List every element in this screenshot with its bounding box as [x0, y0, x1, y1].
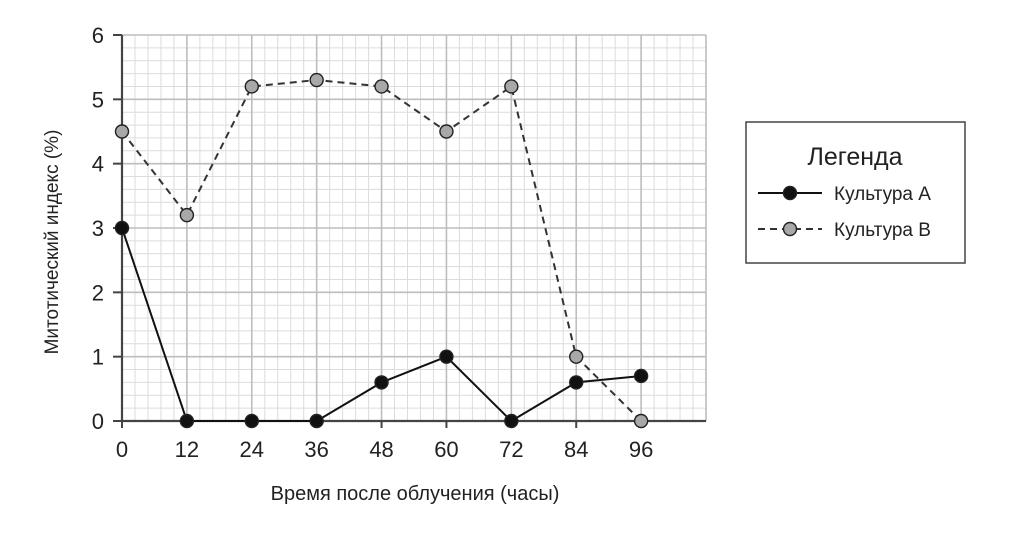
y-tick-label: 0 [92, 409, 104, 434]
x-tick-label: 12 [175, 437, 199, 462]
data-point-a [504, 413, 519, 429]
y-tick-label: 6 [92, 23, 104, 48]
series-layer [114, 72, 649, 429]
legend-items: Культура A Культура B [758, 184, 931, 241]
data-point-a [244, 413, 259, 429]
x-tick-label: 84 [564, 437, 588, 462]
data-point-b [633, 413, 649, 429]
data-point-b [569, 349, 584, 364]
data-point-b [244, 79, 259, 94]
data-point-a [309, 413, 324, 429]
y-tick-label: 5 [92, 87, 104, 112]
data-point-a [114, 220, 130, 236]
x-axis-label: Время после облучения (часы) [271, 483, 560, 505]
data-point-a [439, 349, 454, 364]
y-tick-label: 4 [92, 152, 104, 177]
data-point-a [179, 413, 195, 429]
data-point-b [439, 124, 454, 139]
x-tick-label: 60 [434, 437, 458, 462]
legend-title: Легенда [807, 143, 902, 171]
legend: Легенда Культура A Культура B [745, 121, 966, 264]
x-tick-label: 48 [369, 437, 393, 462]
y-tick-label: 3 [92, 216, 104, 241]
x-tick-label: 96 [629, 437, 653, 462]
data-point-a [374, 375, 389, 390]
x-tick-label: 24 [240, 437, 264, 462]
legend-label-a: Культура A [834, 184, 931, 205]
grid [121, 34, 707, 422]
series-line-b [121, 78, 642, 422]
data-point-b [179, 207, 195, 223]
data-point-a [633, 368, 649, 384]
y-tick-label: 2 [92, 280, 104, 305]
y-tick-label: 1 [92, 345, 104, 370]
data-point-a [569, 375, 584, 390]
y-axis-label: Митотический индекс (%) [42, 130, 63, 355]
data-point-b [504, 79, 519, 94]
legend-marker-a [782, 185, 798, 201]
x-tick-label: 0 [116, 437, 128, 462]
legend-label-b: Культура B [834, 220, 931, 241]
x-tick-label: 72 [499, 437, 523, 462]
data-point-b [309, 72, 324, 88]
x-tick-label: 36 [304, 437, 328, 462]
legend-marker-b [782, 221, 798, 237]
data-point-b [374, 79, 389, 94]
data-point-b [114, 124, 130, 139]
